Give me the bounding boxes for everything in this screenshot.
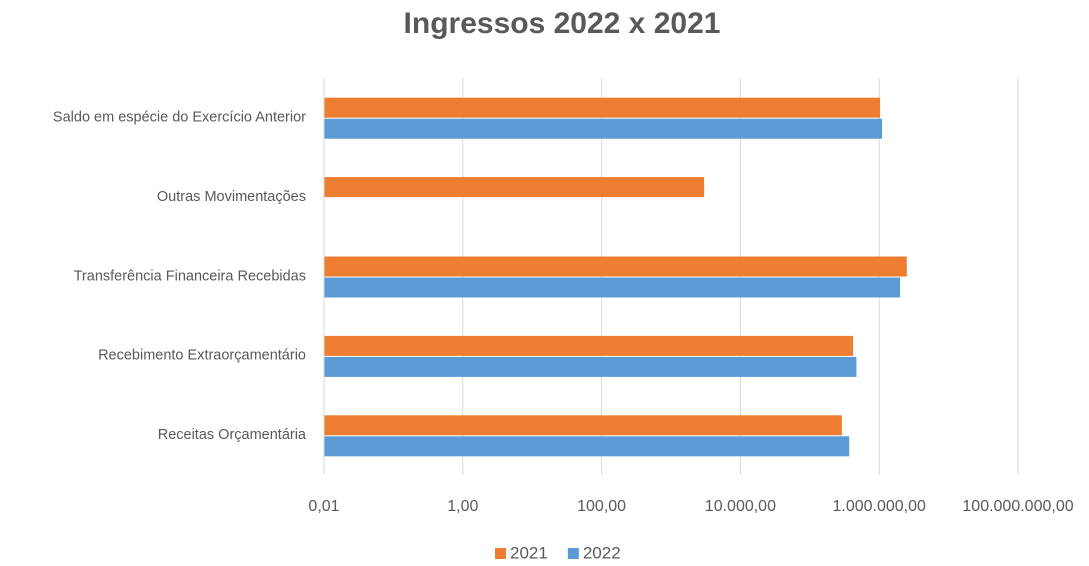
bar	[324, 277, 901, 298]
y-tick-label: Saldo em espécie do Exercício Anterior	[53, 110, 306, 126]
y-tick-label: Outras Movimentações	[157, 189, 306, 205]
bar	[324, 415, 842, 436]
bar	[324, 256, 907, 277]
x-tick-label: 0,01	[308, 498, 339, 515]
legend-swatch	[567, 548, 579, 559]
y-tick-label: Recebimento Extraorçamentário	[98, 348, 306, 364]
x-tick-label: 1.000.000,00	[832, 498, 926, 515]
legend-swatch	[495, 548, 506, 559]
x-tick-label: 100.000.000,00	[962, 498, 1073, 515]
bar	[324, 436, 850, 457]
x-tick-label: 10.000,00	[705, 498, 776, 515]
legend-label: 2021	[510, 543, 548, 562]
bar	[324, 356, 857, 377]
bar	[324, 335, 854, 356]
x-tick-label: 100,00	[577, 498, 626, 515]
legend-label: 2022	[583, 543, 621, 562]
x-tick-label: 1,00	[447, 498, 478, 515]
y-tick-label: Transferência Financeira Recebidas	[74, 268, 306, 284]
bar	[324, 177, 705, 198]
bar	[324, 97, 881, 118]
y-tick-label: Receitas Orçamentária	[158, 427, 307, 443]
chart-title: Ingressos 2022 x 2021	[404, 7, 721, 40]
bar	[324, 118, 883, 139]
